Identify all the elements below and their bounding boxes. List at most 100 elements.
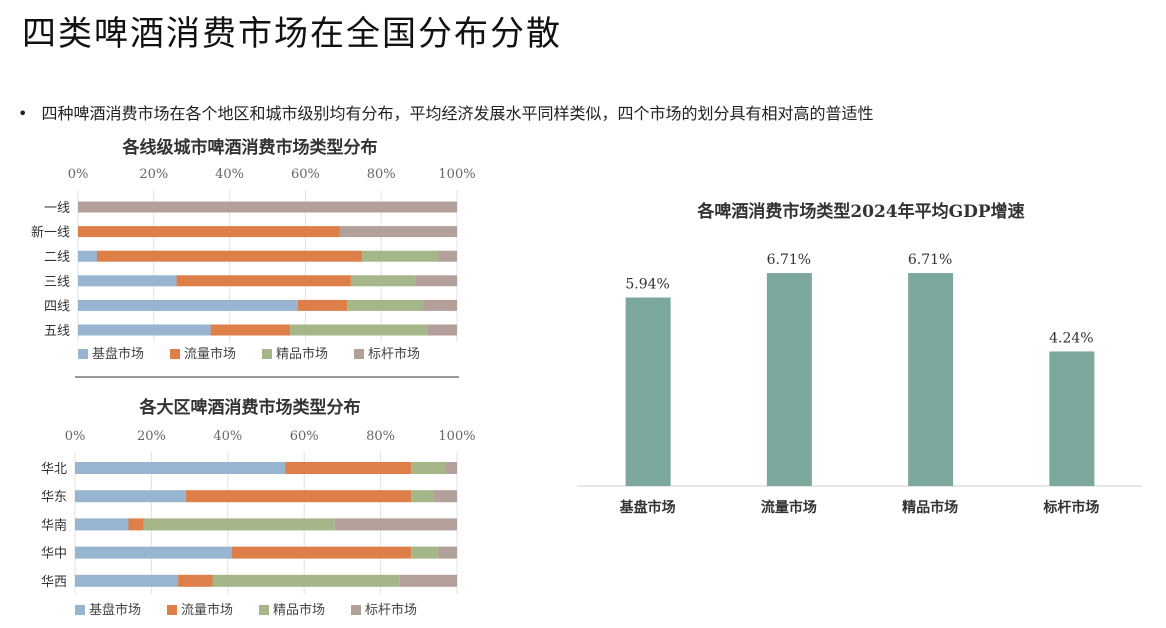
region-chart-title: 各大区啤酒消费市场类型分布 bbox=[139, 398, 361, 418]
bar-segment bbox=[75, 546, 232, 559]
bar-segment bbox=[78, 226, 340, 238]
bar-segment bbox=[422, 299, 457, 311]
legend-swatch bbox=[75, 605, 85, 615]
bar-segment bbox=[415, 275, 457, 287]
legend-label: 精品市场 bbox=[273, 602, 325, 618]
bar-segment bbox=[78, 299, 298, 311]
x-tick-label: 60% bbox=[290, 429, 319, 444]
data-label: 6.71% bbox=[767, 252, 811, 268]
x-tick-label: 0% bbox=[68, 167, 89, 182]
legend-swatch bbox=[351, 605, 361, 615]
category-label: 二线 bbox=[44, 250, 70, 265]
x-tick-label: 80% bbox=[366, 429, 395, 444]
category-label: 四线 bbox=[44, 299, 70, 314]
bar-segment bbox=[350, 275, 416, 287]
bar-segment bbox=[339, 226, 457, 238]
bar-segment bbox=[78, 324, 211, 336]
bar-segment bbox=[185, 490, 412, 503]
x-tick-label: 40% bbox=[213, 429, 242, 444]
category-label: 一线 bbox=[44, 201, 70, 216]
bar-segment bbox=[426, 324, 457, 336]
category-label: 三线 bbox=[44, 275, 70, 290]
bullet-point: • 四种啤酒消费市场在各个地区和城市级别均有分布，平均经济发展水平同样类似，四个市… bbox=[18, 100, 873, 124]
gdp-chart-title: 各啤酒消费市场类型2024年平均GDP增速 bbox=[697, 202, 1025, 222]
legend-label: 基盘市场 bbox=[92, 346, 144, 362]
bar-segment bbox=[438, 250, 457, 262]
bar-segment bbox=[285, 462, 412, 474]
bar-segment bbox=[347, 299, 423, 311]
bar-segment bbox=[297, 299, 348, 311]
bar-segment bbox=[437, 546, 457, 559]
category-label: 华北 bbox=[41, 462, 67, 477]
data-label: 4.24% bbox=[1049, 330, 1093, 346]
legend-label: 标杆市场 bbox=[365, 602, 417, 618]
bar-segment bbox=[128, 518, 144, 531]
legend-label: 流量市场 bbox=[181, 602, 233, 618]
x-tick-label: 60% bbox=[291, 167, 320, 182]
x-tick-label: 40% bbox=[215, 167, 244, 182]
bar-segment bbox=[176, 275, 351, 287]
bar-segment bbox=[362, 250, 439, 262]
bar-segment bbox=[445, 462, 457, 474]
x-tick-label: 100% bbox=[438, 167, 475, 182]
x-tick-label: 20% bbox=[139, 167, 168, 182]
gdp-bar bbox=[1049, 351, 1095, 486]
bar-segment bbox=[75, 574, 179, 587]
data-label: 5.94% bbox=[625, 277, 669, 293]
bar-segment bbox=[75, 518, 129, 531]
legend-swatch bbox=[354, 349, 364, 359]
city-tier-chart-title: 各线级城市啤酒消费市场类型分布 bbox=[122, 138, 378, 158]
category-label: 标杆市场 bbox=[1042, 499, 1099, 516]
data-label: 6.71% bbox=[908, 252, 952, 268]
bar-segment bbox=[399, 574, 457, 587]
bar-segment bbox=[212, 574, 400, 587]
bar-segment bbox=[210, 324, 291, 336]
page-title: 四类啤酒消费市场在全国分布分散 bbox=[22, 14, 562, 54]
gdp-bar bbox=[766, 273, 812, 486]
legend-swatch bbox=[170, 349, 180, 359]
bar-segment bbox=[143, 518, 335, 531]
category-label: 华中 bbox=[41, 547, 67, 562]
legend-label: 基盘市场 bbox=[89, 602, 141, 618]
category-label: 精品市场 bbox=[902, 499, 958, 516]
category-label: 新一线 bbox=[31, 225, 70, 241]
bar-segment bbox=[434, 490, 457, 503]
category-label: 五线 bbox=[44, 324, 70, 339]
legend-swatch bbox=[262, 349, 272, 359]
gdp-chart: 5.94% 基盘市场 6.71% 流量市场 6.71% 精品市场 4.24% 标杆市场 bbox=[577, 252, 1142, 516]
x-tick-label: 100% bbox=[438, 429, 475, 444]
category-label: 华西 bbox=[41, 575, 67, 590]
legend-label: 精品市场 bbox=[276, 346, 328, 362]
bar-segment bbox=[96, 250, 363, 262]
bar-segment bbox=[78, 201, 457, 213]
category-label: 基盘市场 bbox=[620, 499, 676, 516]
x-tick-label: 0% bbox=[65, 429, 86, 444]
legend-swatch bbox=[78, 349, 88, 359]
bar-segment bbox=[411, 490, 435, 503]
bullet-dot: • bbox=[18, 104, 28, 123]
gdp-bar bbox=[908, 273, 954, 486]
bar-segment bbox=[75, 490, 186, 503]
bar-segment bbox=[231, 546, 412, 559]
category-label: 华东 bbox=[41, 490, 67, 505]
x-tick-label: 80% bbox=[367, 167, 396, 182]
bar-segment bbox=[178, 574, 213, 587]
bar-segment bbox=[411, 546, 438, 559]
bar-segment bbox=[78, 250, 97, 262]
bar-segment bbox=[334, 518, 457, 531]
category-label: 华南 bbox=[41, 517, 67, 533]
bar-segment bbox=[78, 275, 177, 287]
gdp-bar bbox=[625, 297, 671, 486]
legend-swatch bbox=[167, 605, 177, 615]
bar-segment bbox=[411, 462, 446, 474]
bar-segment bbox=[290, 324, 427, 336]
chart-divider bbox=[75, 376, 459, 378]
bullet-text: 四种啤酒消费市场在各个地区和城市级别均有分布，平均经济发展水平同样类似，四个市场… bbox=[41, 104, 874, 123]
category-label: 流量市场 bbox=[761, 499, 817, 516]
legend-label: 标杆市场 bbox=[368, 346, 420, 362]
legend-swatch bbox=[259, 605, 269, 615]
bar-segment bbox=[75, 462, 286, 474]
x-tick-label: 20% bbox=[137, 429, 166, 444]
